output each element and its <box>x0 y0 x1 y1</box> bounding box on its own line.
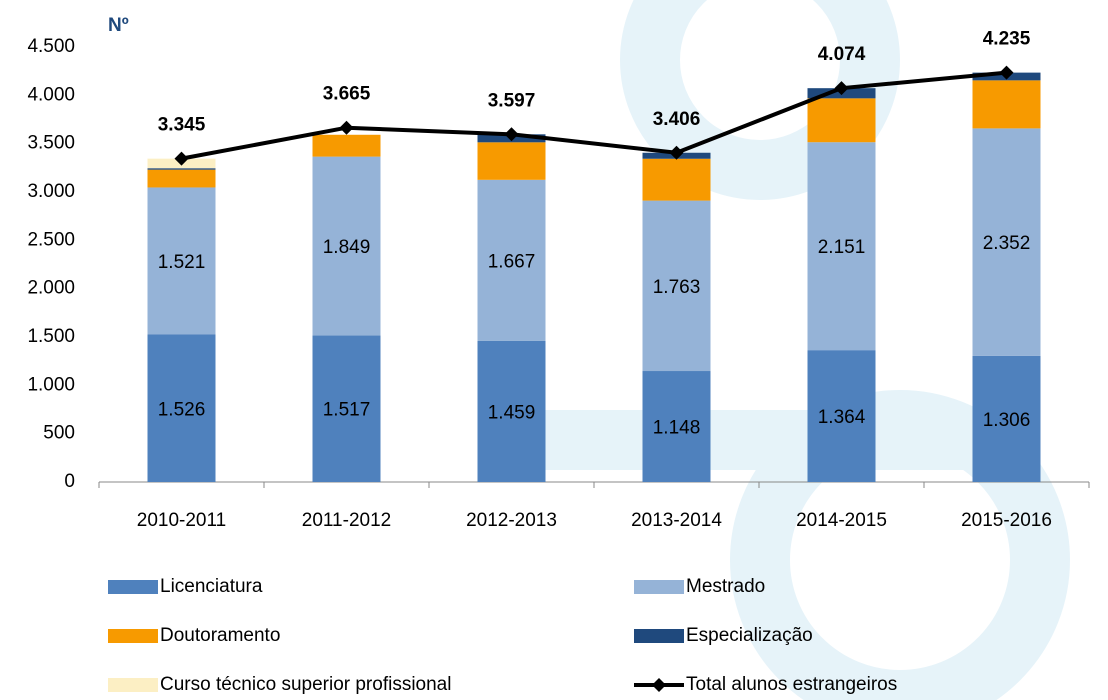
total-label: 4.235 <box>983 29 1031 50</box>
legend-label: Total alunos estrangeiros <box>686 674 897 695</box>
y-axis-label: Nº <box>108 15 129 36</box>
chart: Nº 0 500 1.000 1.500 2.000 2.500 3.000 3.500 4.0… <box>0 0 1108 700</box>
data-label: 2.151 <box>818 237 866 258</box>
x-tick-label: 2014-2015 <box>796 510 887 531</box>
data-label: 1.526 <box>158 399 206 420</box>
total-label: 3.406 <box>653 109 701 130</box>
x-tick-label: 2011-2012 <box>302 510 391 531</box>
total-label: 4.074 <box>818 44 866 65</box>
bar-segment <box>643 159 711 201</box>
total-label: 3.665 <box>323 84 371 105</box>
bar-segment <box>478 142 546 180</box>
data-label: 1.148 <box>653 418 701 439</box>
data-label: 1.517 <box>323 400 371 421</box>
y-tick-label: 0 <box>64 471 75 492</box>
data-label: 1.364 <box>818 407 866 428</box>
bar-segment <box>973 80 1041 128</box>
y-tick-label: 2.500 <box>27 229 75 250</box>
x-tick-label: 2012-2013 <box>466 510 557 531</box>
legend-marker <box>652 678 666 692</box>
legend-swatch <box>108 678 158 692</box>
bar-segment <box>808 98 876 142</box>
data-label: 1.849 <box>323 237 371 258</box>
legend-label: Mestrado <box>686 576 765 597</box>
legend-swatch <box>108 580 158 594</box>
y-tick-label: 4.000 <box>27 84 75 105</box>
line-marker <box>340 121 354 135</box>
bar-segment <box>148 170 216 188</box>
legend-label: Licenciatura <box>160 576 263 597</box>
legend-label: Curso técnico superior profissional <box>160 674 451 695</box>
y-tick-label: 2.000 <box>27 278 75 299</box>
legend-label: Doutoramento <box>160 625 280 646</box>
y-tick-label: 1.500 <box>27 326 75 347</box>
data-label: 1.521 <box>158 252 206 273</box>
legend-swatch <box>634 580 684 594</box>
y-tick-label: 1.000 <box>27 374 75 395</box>
legend-swatch <box>634 629 684 643</box>
data-label: 1.667 <box>488 251 536 272</box>
y-tick-label: 3.500 <box>27 133 75 154</box>
y-tick-label: 4.500 <box>27 36 75 57</box>
total-label: 3.345 <box>158 115 206 136</box>
data-label: 1.459 <box>488 402 536 423</box>
x-tick-label: 2013-2014 <box>631 510 722 531</box>
background-decoration <box>520 0 1040 700</box>
bar-segment <box>148 168 216 169</box>
x-tick-label: 2015-2016 <box>961 510 1052 531</box>
y-tick-label: 3.000 <box>27 181 75 202</box>
total-label: 3.597 <box>488 90 536 111</box>
legend-swatch <box>108 629 158 643</box>
data-label: 2.352 <box>983 233 1031 254</box>
legend-label: Especialização <box>686 625 813 646</box>
data-label: 1.306 <box>983 410 1031 431</box>
bar-segment <box>313 135 381 157</box>
data-label: 1.763 <box>653 277 701 298</box>
y-tick-label: 500 <box>43 423 75 444</box>
x-tick-label: 2010-2011 <box>137 510 226 531</box>
